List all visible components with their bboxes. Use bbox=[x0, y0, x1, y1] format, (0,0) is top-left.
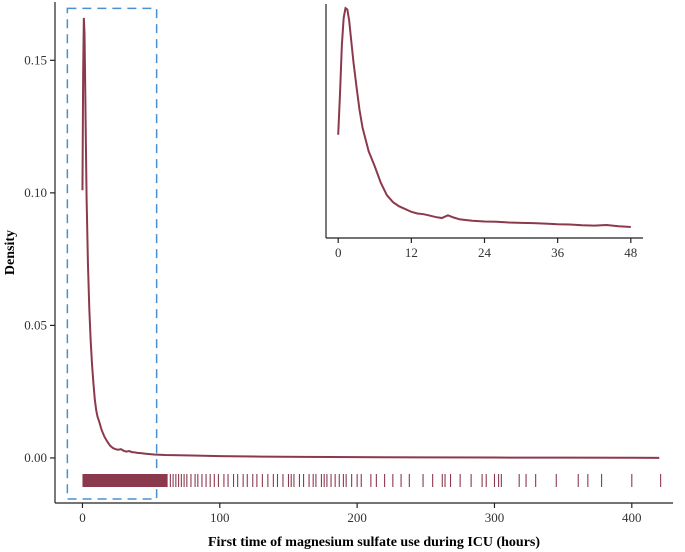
rug-dense-band bbox=[82, 474, 168, 487]
inset-x-ticks: 0 12 24 36 48 bbox=[335, 238, 637, 260]
inset-x-tick-label: 48 bbox=[624, 245, 637, 260]
main-plot: 0.00 0.05 0.10 0.15 0 100 200 300 400 Density F… bbox=[3, 2, 673, 550]
inset-x-tick-label: 24 bbox=[478, 245, 492, 260]
highlight-box bbox=[66, 7, 158, 500]
x-tick-label: 200 bbox=[347, 510, 367, 525]
y-tick-label: 0.05 bbox=[24, 317, 47, 332]
y-tick-label: 0.00 bbox=[24, 450, 47, 465]
x-tick-label: 100 bbox=[210, 510, 230, 525]
main-density-line bbox=[81, 17, 660, 459]
y-axis-title: Density bbox=[3, 230, 18, 275]
x-tick-label: 0 bbox=[79, 510, 86, 525]
x-axis-title: First time of magnesium sulfate use duri… bbox=[208, 535, 540, 550]
x-tick-label: 400 bbox=[622, 510, 642, 525]
y-tick-label: 0.15 bbox=[24, 52, 47, 67]
inset-density-line bbox=[337, 6, 631, 228]
inset-plot: 0 12 24 36 48 bbox=[325, 4, 643, 260]
main-rug bbox=[82, 474, 662, 487]
main-x-ticks: 0 100 200 300 400 bbox=[79, 503, 642, 525]
x-tick-label: 300 bbox=[485, 510, 505, 525]
inset-x-tick-label: 0 bbox=[335, 245, 342, 260]
main-y-ticks: 0.00 0.05 0.10 0.15 bbox=[24, 52, 55, 465]
inset-x-tick-label: 36 bbox=[551, 245, 565, 260]
inset-x-tick-label: 12 bbox=[405, 245, 418, 260]
y-tick-label: 0.10 bbox=[24, 185, 47, 200]
